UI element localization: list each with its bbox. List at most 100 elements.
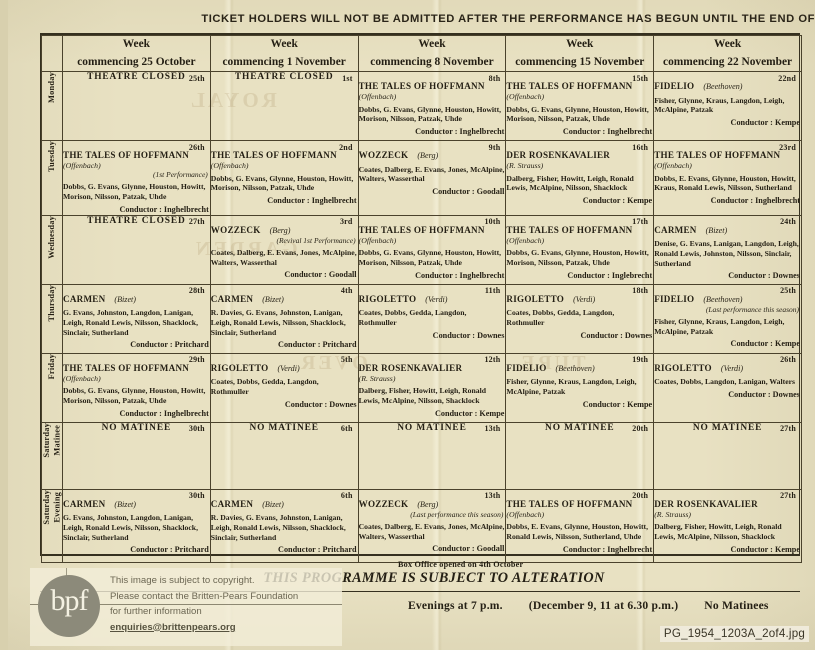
week-header-label: Week: [122, 38, 150, 50]
schedule-table-body: Monday 25th THEATRE CLOSED 1st THEATRE CLOSE…: [41, 71, 802, 563]
conductor-label: Conductor : Kempe: [730, 544, 800, 554]
performance-cell: 17th THE TALES OF HOFFMANN (Offenbach) Dobb…: [505, 214, 655, 285]
week-header-3: Week commencing 8 November: [357, 34, 507, 73]
cast-list: Fisher, Glynne, Kraus, Langdon, Leigh, M…: [654, 316, 785, 336]
performance-cell: 4th CARMEN (Bizet) R. Davies, G. Evans, Joh…: [209, 283, 359, 354]
performance-cell: 12th DER ROSENKAVALIER (R. Strauss) Dalberg…: [357, 352, 507, 423]
performance-date: 4th: [340, 286, 353, 296]
performance-date: 2nd: [339, 142, 353, 152]
day-label-cell: Thursday: [41, 283, 63, 354]
conductor-label: Conductor : Downes: [284, 399, 357, 409]
cast-list: Dobbs, G. Evans, Glynne, Houston, Howitt…: [506, 104, 649, 124]
cast-list: R. Davies, G. Evans, Johnston, Lanigan, …: [210, 308, 346, 337]
performance-cell: 27th NO MATINEE: [653, 421, 802, 490]
performance-date: 9th: [488, 142, 501, 152]
cast-list: Fisher, Glynne, Kraus, Langdon, Leigh, M…: [654, 95, 785, 115]
performance-cell: 9th WOZZECK (Berg) Coates, Dalberg, E. Evan…: [357, 140, 507, 216]
opera-title: WOZZECK (Berg): [358, 150, 439, 161]
cast-list: Coates, Dobbs, Gedda, Langdon, Rothmulle…: [506, 308, 615, 327]
week-header-label: Week: [566, 38, 594, 50]
performance-cell: 26th RIGOLETTO (Verdi) Coates, Dobbs, Langd…: [653, 352, 802, 423]
day-label: Tuesday: [46, 141, 56, 173]
box-office-note: Box Office opened on 4th October: [398, 560, 524, 569]
cast-list: Dobbs, G. Evans, Glynne, Houston, Howitt…: [358, 104, 502, 124]
alteration-notice: THIS PROGRAMME IS SUBJECT TO ALTERATION: [263, 570, 605, 586]
copyright-email-link[interactable]: enquiries@brittenpears.org: [110, 621, 236, 633]
copyright-line-1: This image is subject to copyright.: [110, 575, 255, 586]
opera-title: CARMEN (Bizet): [654, 224, 728, 235]
cast-list: Dalberg, Fisher, Howitt, Leigh, Ronald L…: [358, 386, 487, 405]
cast-list: G. Evans, Johnston, Langdon, Lanigan, Le…: [63, 513, 198, 542]
opera-title: DER ROSENKAVALIER: [358, 362, 463, 373]
copyright-text-block: This image is subject to copyright. Plea…: [110, 573, 336, 635]
conductor-label: Conductor : Kempe: [434, 408, 505, 418]
opera-composer: (Bizet): [262, 499, 284, 509]
opera-title: DER ROSENKAVALIER: [506, 150, 611, 161]
cast-list: Dobbs, G. Evans, Glynne, Houston, Howitt…: [358, 248, 502, 267]
performance-note: (Last performance this season): [410, 509, 504, 519]
opera-title: THE TALES OF HOFFMANN: [506, 81, 633, 92]
conductor-label: Conductor : Pritchard: [278, 545, 357, 555]
opera-title: CARMEN (Bizet): [63, 498, 136, 509]
week-header-2: Week commencing 1 November: [209, 34, 359, 73]
opera-title: CARMEN (Bizet): [63, 293, 136, 304]
opera-composer: (Offenbach): [358, 92, 397, 102]
week-header-date: commencing 15 November: [515, 55, 645, 68]
performance-date: 26th: [780, 355, 796, 365]
cast-list: Dalberg, Fisher, Howitt, Leigh, Ronald L…: [506, 173, 634, 193]
cast-list: Fisher, Glynne, Kraus, Langdon, Leigh, M…: [506, 377, 637, 396]
performance-date: 1st: [342, 73, 353, 83]
schedule-row-tuesday: Tuesday 26th THE TALES OF HOFFMANN (Offenba…: [41, 140, 802, 216]
performance-cell: 2nd THE TALES OF HOFFMANN (Offenbach) Dobbs…: [209, 140, 359, 216]
closed-notice: NO MATINEE: [101, 422, 172, 433]
schedule-row-thursday: Thursday 28th CARMEN (Bizet) G. Evans, Johns…: [41, 283, 802, 354]
cast-list: Coates, Dobbs, Gedda, Langdon, Rothmulle…: [210, 377, 319, 396]
opera-composer: (Bizet): [114, 499, 136, 509]
opera-composer: (Bizet): [705, 225, 728, 235]
day-label-cell: Saturday Evening: [41, 488, 63, 563]
opera-composer: (Berg): [269, 225, 291, 235]
opera-composer: (R. Strauss): [358, 373, 396, 383]
closed-notice: THEATRE CLOSED: [234, 72, 334, 83]
conductor-label: Conductor : Downes: [728, 271, 800, 281]
performance-date: 24th: [780, 217, 796, 227]
performance-cell: 20th NO MATINEE: [505, 421, 655, 490]
performance-date: 6th: [340, 424, 353, 434]
day-label: Friday: [46, 353, 56, 380]
closed-notice: NO MATINEE: [692, 422, 763, 433]
conductor-label: Conductor : Inghelbrecht: [415, 127, 505, 137]
performance-date: 15th: [632, 73, 649, 83]
opera-composer: (Offenbach): [506, 509, 545, 519]
performance-cell: 22nd FIDELIO (Beethoven) Fisher, Glynne, Kr…: [653, 71, 802, 142]
conductor-label: Conductor : Inghelbrecht: [562, 127, 653, 137]
cast-list: Coates, Dalberg, E. Evans, Jones, McAlpi…: [210, 247, 357, 267]
opera-title: CARMEN (Bizet): [210, 498, 284, 509]
performance-date: 19th: [632, 355, 649, 365]
cast-list: R. Davies, G. Evans, Johnston, Lanigan, …: [210, 513, 346, 542]
performance-cell: 15th THE TALES OF HOFFMANN (Offenbach) Dobb…: [505, 71, 655, 142]
opera-title: WOZZECK (Berg): [210, 224, 291, 235]
performance-times-row: Evenings at 7 p.m. (December 9, 11 at 6.…: [40, 599, 800, 612]
performance-cell: 25th FIDELIO (Beethoven) (Last performance …: [653, 283, 802, 354]
conductor-label: Conductor : Inghelbrecht: [267, 196, 357, 206]
week-header-row: Week commencing 25 October Week commenci…: [41, 34, 802, 73]
performance-date: 16th: [632, 142, 649, 152]
performance-date: 20th: [632, 491, 649, 501]
week-header-date: commencing 1 November: [222, 55, 346, 68]
conductor-label: Conductor : Inghelbrecht: [562, 544, 653, 554]
opera-composer: (Beethoven): [555, 363, 595, 373]
schedule-row-saturday-matinee: Saturday Matinee 30th NO MATINEE 6th NO MATI…: [41, 421, 802, 490]
week-header-date: commencing 22 November: [663, 55, 793, 68]
day-label-cell: Friday: [41, 352, 63, 423]
opera-title: THE TALES OF HOFFMANN: [358, 81, 485, 92]
performance-date: 10th: [484, 217, 501, 227]
day-label-cell: Monday: [41, 71, 63, 142]
week-header-date: commencing 8 November: [370, 55, 494, 68]
performance-cell: 30th CARMEN (Bizet) G. Evans, Johnston, Lan…: [62, 488, 211, 563]
conductor-label: Conductor : Inghelbrecht: [119, 204, 209, 214]
performance-date: 18th: [632, 286, 649, 296]
cast-list: Dobbs, E. Evans, Glynne, Houston, Howitt…: [506, 522, 649, 541]
performance-date: 5th: [340, 355, 353, 365]
performance-cell: 13th NO MATINEE: [357, 421, 507, 490]
